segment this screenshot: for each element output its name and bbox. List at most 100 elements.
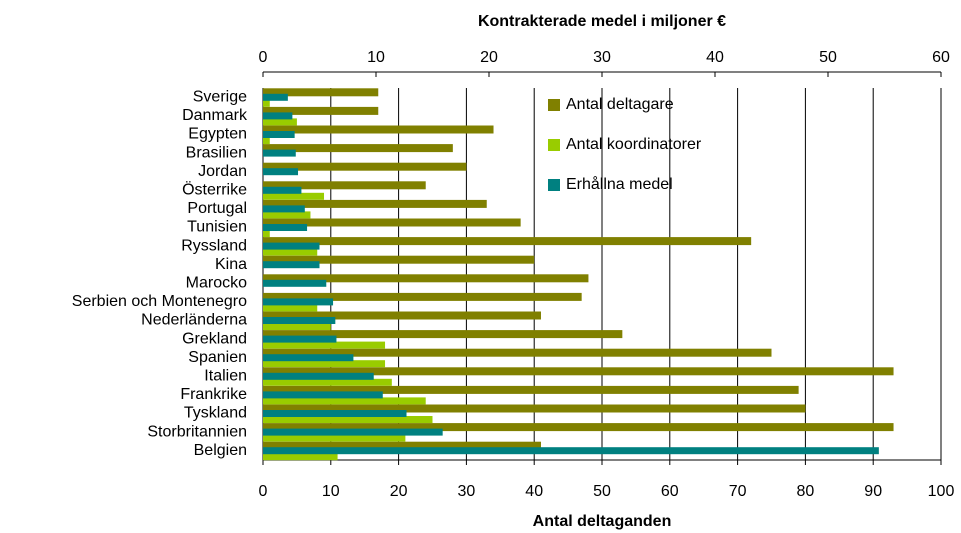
y-tick-label: Österrike [182,181,247,199]
bar [263,230,270,237]
bar [263,205,305,213]
bar [263,378,392,386]
y-tick-label: Spanien [188,349,247,366]
bar [263,323,331,330]
bar [263,292,582,301]
bar [263,181,426,190]
bar [263,317,336,324]
bar [263,88,379,97]
bar [263,372,374,380]
x2-tick-label: 50 [819,49,837,66]
bar [263,311,541,320]
bar [263,423,894,432]
x2-tick-label: 30 [593,49,611,66]
x-tick-label: 100 [928,483,955,500]
x-axis-title: Antal deltaganden [533,513,672,530]
bar [263,99,270,107]
bar [263,186,302,194]
legend-swatch [548,139,560,151]
y-tick-label: Sverige [193,89,247,106]
legend-label: Antal deltagare [566,96,674,113]
bar [263,192,325,200]
bar [263,261,320,269]
bar [263,199,487,208]
legend-label: Antal koordinatorer [566,136,702,153]
x-tick-label: 60 [661,483,679,500]
bar [263,404,806,413]
bar [263,341,386,349]
x-tick-label: 0 [259,483,268,500]
bar [263,137,270,144]
y-tick-label: Nederländerna [141,312,247,329]
y-tick-label: Grekland [182,330,247,347]
bar [263,248,318,256]
y-tick-label: Storbritannien [147,423,247,440]
x-tick-label: 70 [729,483,747,500]
y-tick-label: Kina [215,256,247,273]
y-tick-label: Egypten [188,126,247,143]
y-tick-label: Danmark [182,107,248,124]
x-tick-label: 50 [593,483,611,500]
bar [263,125,494,134]
y-tick-label: Belgien [194,442,247,459]
bar [263,279,327,287]
bar [263,385,799,394]
x-tick-label: 30 [458,483,476,500]
x2-axis-title: Kontrakterade medel i miljoner € [478,13,726,30]
bar [263,304,318,312]
x-tick-label: 90 [864,483,882,500]
bar [263,434,406,442]
x2-tick-label: 20 [480,49,498,66]
bar [263,360,386,368]
bar [263,447,879,455]
bar [263,330,623,339]
bar [263,106,379,115]
y-tick-label: Marocko [186,275,247,292]
y-tick-label: Portugal [187,200,247,217]
legend-label: Erhållna medel [566,175,673,193]
bar [263,118,297,126]
bar [263,335,337,343]
bar [263,168,299,176]
bar [263,93,288,101]
y-tick-label: Frankrike [180,386,247,403]
x-tick-label: 80 [797,483,815,500]
bar [263,224,308,231]
bar [263,348,772,357]
bar [263,397,426,405]
bar [263,255,535,264]
x-tick-label: 40 [525,483,543,500]
bar [263,391,383,399]
bar [263,298,334,306]
x-tick-label: 20 [390,483,408,500]
legend-swatch [548,179,560,191]
x-tick-label: 10 [322,483,340,500]
y-tick-label: Serbien och Montenegro [72,293,247,310]
bar [263,131,295,138]
bar [263,112,293,120]
x2-tick-label: 40 [706,49,724,66]
legend-swatch [548,99,560,111]
bar [263,274,589,283]
bar [263,211,311,219]
y-tick-label: Italien [204,368,247,385]
y-tick-label: Tunisien [187,219,247,236]
y-tick-label: Ryssland [181,237,247,254]
bar [263,242,320,250]
bar [263,441,541,450]
bar [263,354,354,362]
bar [263,144,453,153]
bar [263,453,338,461]
bar [263,416,433,423]
x2-tick-label: 60 [932,49,950,66]
x2-tick-label: 10 [367,49,385,66]
x2-tick-label: 0 [259,49,268,66]
bar [263,237,752,246]
bar [263,410,407,417]
bar [263,218,521,227]
y-tick-label: Tyskland [184,405,247,422]
bar [263,367,894,376]
y-tick-label: Jordan [198,163,247,180]
bar [263,428,443,436]
